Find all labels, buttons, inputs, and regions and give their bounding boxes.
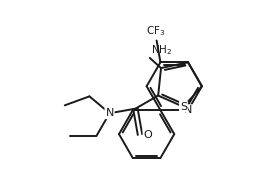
- Text: NH$_2$: NH$_2$: [151, 44, 172, 57]
- Text: O: O: [143, 130, 152, 140]
- Text: CF$_3$: CF$_3$: [146, 25, 165, 38]
- Text: S: S: [180, 102, 187, 112]
- Text: N: N: [184, 105, 192, 115]
- Text: N: N: [105, 108, 114, 118]
